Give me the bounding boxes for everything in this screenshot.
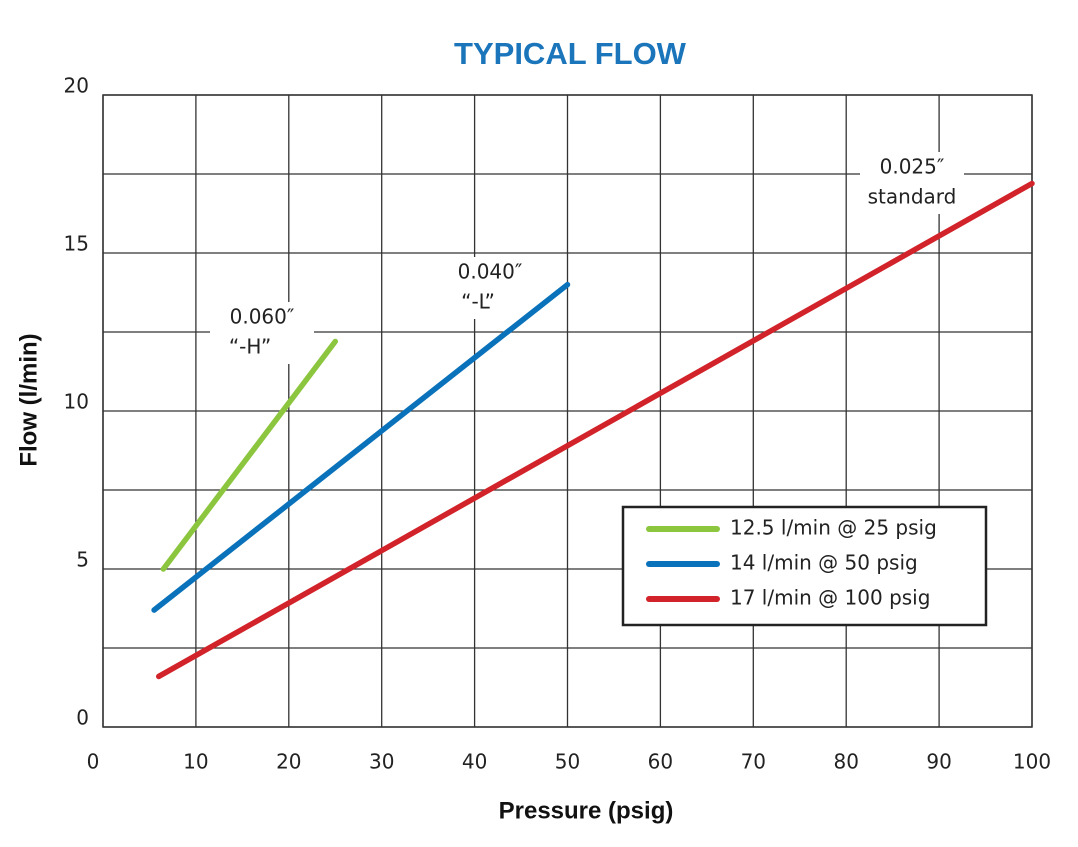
- x-tick-label: 60: [648, 750, 673, 774]
- x-tick-label: 90: [926, 750, 951, 774]
- plot-border: [102, 94, 1033, 728]
- y-tick-label: 0: [76, 706, 89, 730]
- annotation-background: [210, 302, 314, 364]
- x-tick-label: 50: [555, 750, 580, 774]
- annotation: “-H”: [229, 335, 271, 359]
- y-tick-label: 20: [64, 74, 89, 98]
- x-tick-label: 10: [183, 750, 208, 774]
- data-line: [155, 180, 1035, 680]
- x-tick-label: 100: [1013, 750, 1051, 774]
- x-tick-label: 30: [369, 750, 394, 774]
- legend-label: 14 l/min @ 50 psig: [730, 551, 918, 575]
- chart-title: TYPICAL FLOW: [454, 36, 687, 71]
- y-tick-label: 5: [76, 548, 89, 572]
- data-line: [151, 281, 571, 613]
- x-tick-label: 40: [462, 750, 487, 774]
- legend-label: 12.5 l/min @ 25 psig: [730, 516, 937, 540]
- y-axis-label: Flow (l/min): [15, 333, 42, 466]
- annotation: 0.025″: [880, 155, 945, 179]
- annotation-background: [860, 152, 964, 214]
- x-tick-label: 70: [741, 750, 766, 774]
- annotation-background: [438, 257, 542, 319]
- x-tick-label: 80: [833, 750, 858, 774]
- y-tick-label: 10: [64, 390, 89, 414]
- x-axis-label: Pressure (psig): [499, 797, 674, 824]
- annotation: 0.040″: [458, 260, 523, 284]
- annotation: standard: [868, 185, 957, 209]
- data-line: [160, 338, 338, 572]
- x-tick-label: 20: [276, 750, 301, 774]
- annotation: “-L”: [461, 290, 495, 314]
- annotation: 0.060″: [230, 305, 295, 329]
- y-tick-label: 15: [64, 232, 89, 256]
- x-tick-label: 0: [87, 750, 100, 774]
- legend-label: 17 l/min @ 100 psig: [730, 586, 930, 610]
